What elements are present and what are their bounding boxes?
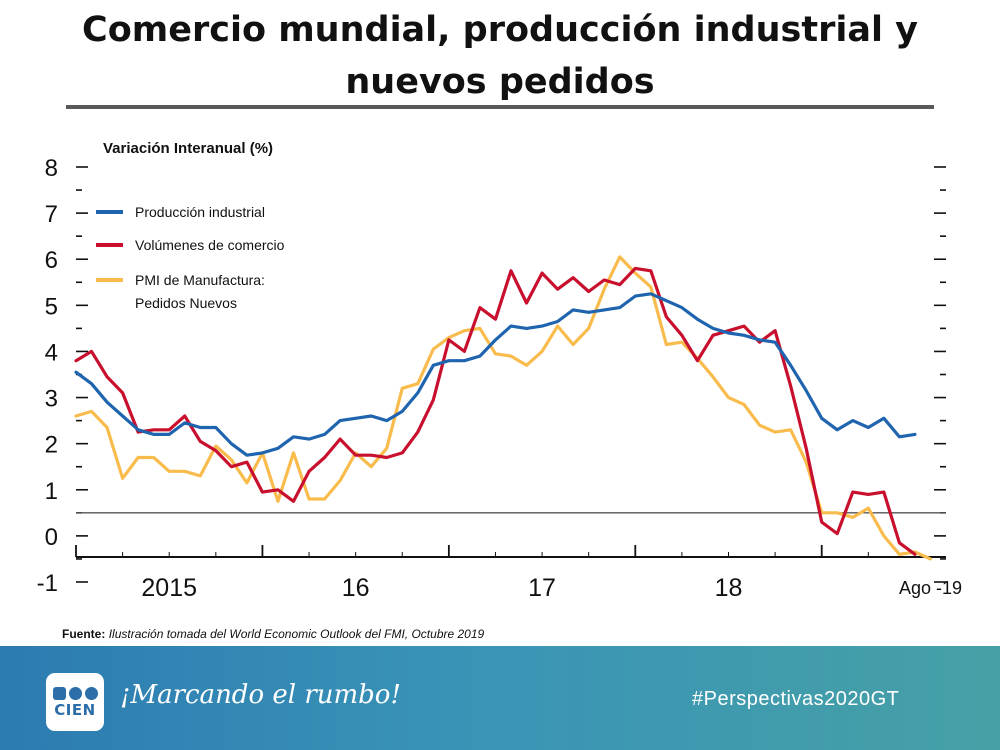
chart-panel: Variación Interanual (%) -1 0 1 2 3 4 5 6 7 8 2015 1… (28, 116, 966, 610)
legend-label: Producción industrial (135, 204, 265, 220)
y-tick-label: 8 (45, 155, 58, 182)
source-text: Ilustración tomada del World Economic Ou… (108, 627, 485, 641)
title-divider (66, 105, 934, 109)
y-tick-label: 3 (45, 386, 58, 413)
line-chart: Variación Interanual (%) -1 0 1 2 3 4 5 6 7 8 2015 1… (37, 140, 962, 602)
y-tick-label: 1 (45, 478, 58, 505)
footer-bar: CIEN ¡Marcando el rumbo! #Perspectivas20… (0, 646, 1000, 750)
series-line (74, 266, 917, 556)
slogan: ¡Marcando el rumbo! (120, 680, 401, 710)
x-tick-label: 16 (342, 574, 370, 602)
hashtag: #Perspectivas2020GT (692, 688, 900, 710)
y-tick-label: 6 (45, 247, 58, 274)
cien-logo: CIEN (46, 673, 104, 731)
x-tick-label: 2015 (141, 574, 197, 602)
slide-title: Comercio mundial, producción industrial … (0, 4, 1000, 108)
logo-text: CIEN (54, 700, 96, 719)
legend-label: Volúmenes de comercio (135, 237, 285, 253)
y-tick-label: 4 (45, 339, 58, 366)
x-tick-label-last: Ago -19 (899, 578, 962, 598)
chart-title: Variación Interanual (%) (103, 140, 273, 157)
series-line (74, 255, 933, 561)
source-label: Fuente: (62, 627, 106, 641)
logo-mark-icon (52, 686, 98, 700)
y-tick-label: -1 (37, 570, 58, 597)
x-tick-label: 17 (528, 574, 556, 602)
legend-label: Pedidos Nuevos (135, 295, 237, 311)
legend-label: PMI de Manufactura: (135, 272, 265, 288)
slide-title-line1: Comercio mundial, producción industrial … (82, 10, 918, 50)
y-tick-label: 7 (45, 201, 58, 228)
series-line (74, 292, 917, 457)
y-tick-label: 0 (45, 524, 58, 551)
y-tick-label: 2 (45, 432, 58, 459)
slide-title-line2: nuevos pedidos (345, 62, 655, 102)
y-tick-label: 5 (45, 293, 58, 320)
source-note: Fuente: Ilustración tomada del World Eco… (62, 627, 484, 641)
x-tick-label: 18 (715, 574, 743, 602)
